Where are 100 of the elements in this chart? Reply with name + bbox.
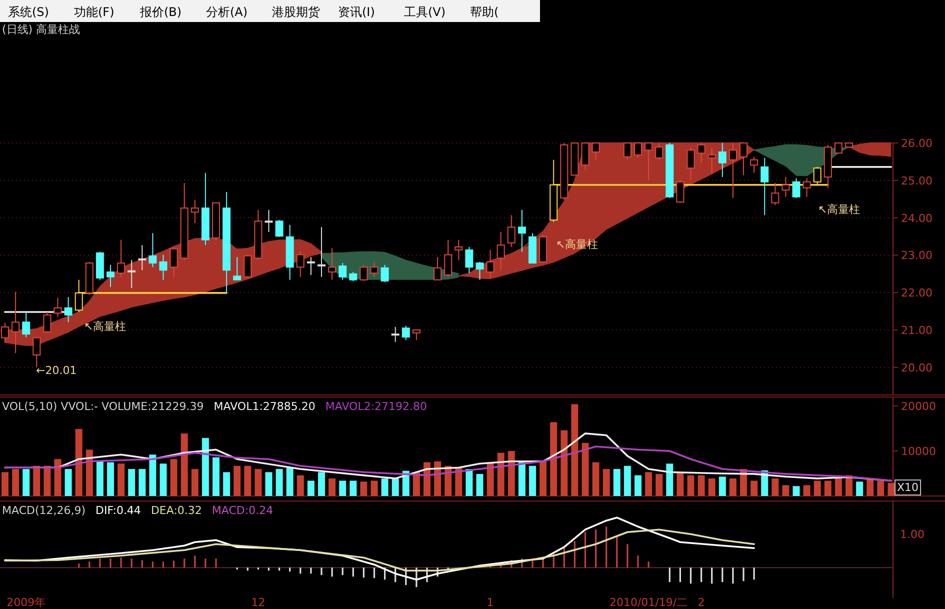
bar [676, 472, 684, 496]
bar [318, 472, 325, 496]
bar [782, 485, 790, 496]
bar [656, 474, 663, 496]
candlestick [454, 239, 463, 261]
bar [888, 482, 895, 496]
bar [729, 478, 736, 496]
bar [75, 428, 82, 496]
bar [2, 472, 8, 496]
bar [613, 469, 620, 496]
candlestick [338, 262, 347, 280]
text: DIF:0.44 [96, 504, 141, 517]
bar [718, 476, 726, 496]
candlestick [771, 182, 780, 206]
bar [834, 478, 842, 496]
text: DEA:0.32 [150, 504, 202, 517]
text: 系统(S) [8, 5, 49, 19]
candlestick [434, 256, 442, 280]
candlestick [655, 142, 664, 160]
candlestick [686, 146, 695, 181]
bar [107, 462, 114, 496]
bar [540, 461, 547, 496]
bar [856, 482, 864, 496]
line-series [4, 446, 892, 482]
candlestick [782, 176, 790, 198]
candlestick [708, 147, 716, 174]
bar [360, 482, 368, 496]
candlestick [117, 239, 126, 278]
chart-title: VOL(5,10) VVOL:- VOLUME:21229.39 [2, 400, 204, 413]
y-tick-label: 25.00 [901, 174, 932, 188]
chart-title: MACD(12,26,9) [2, 504, 86, 517]
bar [54, 459, 62, 496]
bar [12, 469, 20, 496]
candlestick [306, 256, 315, 276]
bar [328, 478, 336, 496]
bar [191, 469, 198, 496]
y-tick-label: 20.00 [901, 361, 932, 374]
bar [244, 466, 252, 496]
x-tick-label: 1 [486, 596, 494, 609]
candlestick [328, 248, 336, 280]
bar [666, 464, 674, 496]
candlestick [233, 256, 242, 280]
candlestick [623, 142, 632, 160]
candlestick [718, 142, 726, 178]
candlestick [244, 254, 252, 278]
candlestick [802, 178, 811, 198]
candlestick [592, 142, 600, 160]
y-tick-label: 22.00 [901, 286, 932, 300]
bar [803, 485, 810, 496]
bar [296, 475, 304, 496]
candlestick [54, 297, 62, 318]
text: 报价(B) [139, 5, 182, 19]
text: MAVOL2:27192.80 [325, 400, 428, 413]
candlestick [370, 261, 378, 278]
bar [33, 466, 40, 496]
candlestick [760, 157, 769, 216]
candlestick [138, 244, 146, 271]
annotation: ↖高量柱 [818, 203, 860, 216]
bar [508, 451, 515, 496]
x-tick-label: 2010/01/19/二 [609, 596, 688, 609]
text: 帮助( [470, 5, 499, 19]
candlestick [813, 166, 822, 186]
x-tick-label: 2 [698, 596, 705, 609]
candlestick [581, 142, 590, 170]
bar [698, 475, 705, 496]
candlestick [444, 239, 452, 278]
candlestick [170, 246, 178, 278]
bar [276, 469, 283, 496]
bar [866, 478, 874, 496]
bar [602, 469, 610, 496]
candlestick [518, 209, 526, 252]
candlestick [402, 325, 410, 341]
candlestick [507, 214, 516, 248]
chart-subtitle: MACD:0.24 [212, 504, 274, 517]
candlestick [159, 254, 168, 280]
bar [550, 422, 558, 496]
bar [772, 478, 779, 496]
text: 1.00 [900, 528, 924, 541]
bar [792, 486, 800, 496]
candlestick [190, 199, 199, 224]
candlestick [391, 326, 400, 342]
bar [254, 469, 262, 496]
candlestick [697, 142, 706, 164]
bar [877, 480, 884, 496]
chart-title: (日线) 高量柱战 [2, 23, 80, 36]
bar [22, 469, 30, 496]
bar [307, 480, 314, 496]
bar [370, 480, 378, 496]
bar [476, 474, 484, 496]
candlestick [22, 311, 30, 338]
x-tick-label: 2009年 [6, 596, 46, 609]
candlestick [32, 336, 41, 368]
candlestick [12, 291, 20, 354]
text: 分析(A) [206, 5, 248, 19]
bar [592, 462, 600, 496]
bar [180, 433, 188, 496]
candlestick [740, 142, 748, 176]
candlestick [360, 264, 368, 282]
candlestick [412, 329, 420, 341]
candlestick [465, 246, 474, 274]
